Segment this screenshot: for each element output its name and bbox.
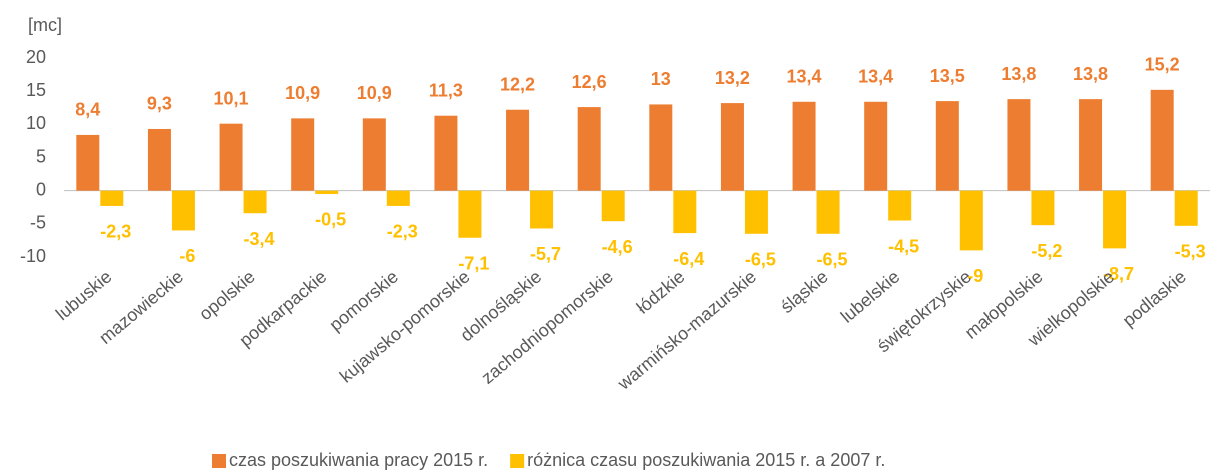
data-label: -4,6 [602,237,633,257]
bar [386,190,410,206]
data-label: 13,5 [930,66,965,86]
bar [506,109,530,191]
bar [888,190,912,221]
y-tick-label: 0 [36,179,46,199]
data-label: -6,4 [673,249,704,269]
x-tick-label: lubelskie [837,266,904,326]
bar [577,107,601,191]
bar [171,190,195,231]
bar [76,134,100,191]
bar [315,190,339,194]
bar [673,190,697,234]
data-label: 13,8 [1073,64,1108,84]
data-label: -9 [967,266,983,286]
bar [792,101,816,191]
y-tick-label: -10 [20,246,46,266]
legend-swatch [510,454,525,468]
data-label: -2,3 [100,222,131,242]
data-label: 12,2 [500,74,535,94]
y-tick-label: 5 [36,146,46,166]
data-label: -8,7 [1103,264,1134,284]
bar [530,190,554,229]
data-label: -5,7 [530,244,561,264]
data-label: 15,2 [1145,55,1180,75]
bar [434,115,458,191]
x-tick-label: śląskie [777,266,832,317]
data-label: 10,9 [285,83,320,103]
data-label: -6,5 [817,250,848,270]
x-tick-label: warmińsko-mazurskie [613,266,760,394]
y-tick-label: 15 [26,80,46,100]
y-tick-label: 20 [26,47,46,67]
data-label: 8,4 [75,100,100,120]
bar [744,190,768,234]
x-tick-label: zachodniopomorskie [477,266,616,387]
y-tick-label: 10 [26,113,46,133]
data-label: -6,5 [745,250,776,270]
bar [219,123,243,191]
x-tick-label: kujawsko-pomorskie [336,266,474,386]
bar [1031,190,1055,226]
bar [864,101,888,191]
data-label: 13 [651,69,671,89]
bar [458,190,482,238]
legend-swatch [212,454,226,468]
bar [816,190,840,234]
bar [959,190,983,251]
data-label: -7,1 [458,254,489,274]
data-label: 13,2 [715,68,750,88]
bar [1079,99,1103,191]
data-label: 9,3 [147,94,172,114]
data-label: 13,8 [1001,64,1036,84]
data-label: -3,4 [244,229,275,249]
bar [243,190,267,214]
data-label: 10,9 [357,83,392,103]
bar [720,103,744,191]
x-tick-label: łódzkie [633,266,689,317]
bar [935,101,959,191]
data-label: -2,3 [387,222,418,242]
data-label: 13,4 [787,67,822,87]
x-tick-label: opolskie [195,266,258,324]
data-label: -5,3 [1175,242,1206,262]
x-tick-label: lubuskie [52,266,115,324]
bar [147,128,171,191]
bar [1007,99,1031,191]
bar [362,118,386,191]
y-axis-label: [mc] [28,15,62,35]
legend-label: czas poszukiwania pracy 2015 r. [229,450,488,470]
bar [100,190,124,206]
data-label: 13,4 [858,67,893,87]
data-label: -0,5 [315,210,346,230]
bar [291,118,315,191]
bar [1150,89,1174,191]
data-label: 10,1 [214,88,249,108]
legend-label: różnica czasu poszukiwania 2015 r. a 200… [527,450,885,470]
data-label: -5,2 [1031,241,1062,261]
data-label: 12,6 [572,72,607,92]
data-label: 11,3 [429,80,463,100]
bar [649,104,673,191]
y-tick-label: -5 [30,213,46,233]
bar [1103,190,1127,249]
data-label: -6 [179,246,195,266]
bar [1174,190,1198,226]
data-label: -4,5 [888,236,919,256]
bar [601,190,625,222]
